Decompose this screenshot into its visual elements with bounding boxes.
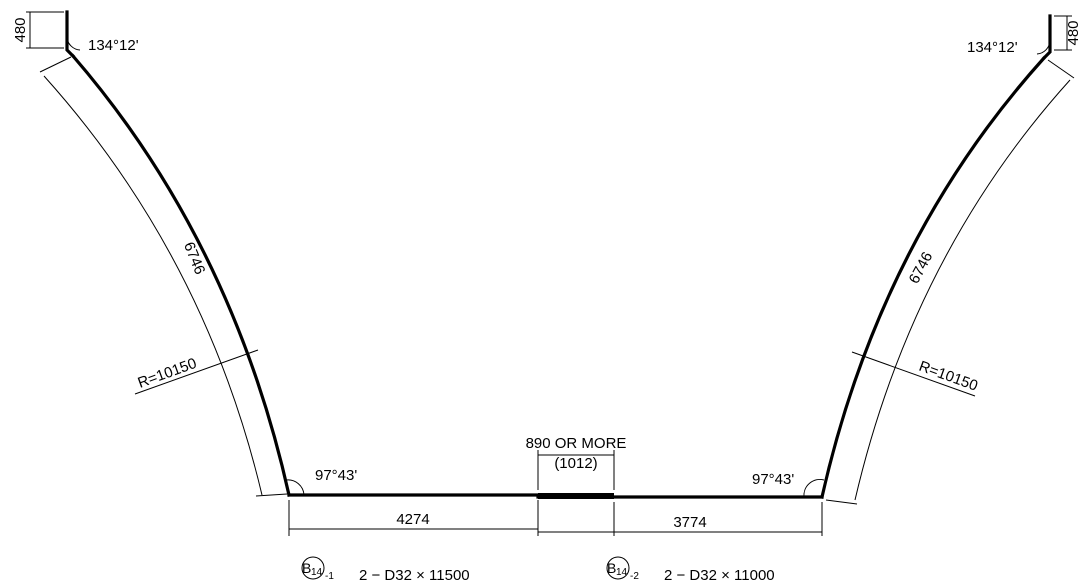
right-hook-bar	[1041, 14, 1052, 61]
arc-length-left: 6746	[180, 240, 208, 277]
angle-bottom-left: 97°43'	[315, 467, 357, 484]
bar-mark-1-subscript: 14	[311, 567, 323, 578]
bottom-left-length: 4274	[396, 511, 429, 528]
left-hook-bar	[65, 10, 76, 59]
hook-dim-right	[1054, 15, 1072, 51]
hook-dim-left	[26, 11, 64, 49]
angle-arc-top-left	[66, 37, 81, 51]
bottom-right-length: 3774	[673, 514, 706, 531]
arc-dim-right-tick-bottom	[825, 499, 858, 505]
right-curved-bar	[820, 55, 1047, 499]
arc-dim-right	[854, 79, 1071, 501]
bar-mark-1-letter: B	[302, 560, 311, 576]
angle-arc-top-right	[1036, 39, 1051, 55]
left-curved-bar	[70, 53, 291, 497]
radius-leader-right	[851, 351, 976, 397]
radius-right: R=10150	[917, 358, 980, 395]
bar-mark-1-spec: 2 − D32 × 11500	[359, 567, 470, 584]
bar-mark-2-subscript: 14	[616, 567, 628, 578]
angle-bottom-right: 97°43'	[752, 471, 794, 488]
lap-length-value: (1012)	[554, 455, 597, 472]
bar-mark-1-suffix: -1	[325, 571, 334, 582]
hook-length-right: 480	[1065, 20, 1081, 45]
bar-mark-2-spec: 2 − D32 × 11000	[664, 567, 775, 584]
bar-mark-1: B 14 -1 2 − D32 × 11500	[301, 556, 470, 584]
angle-top-right: 134°12'	[967, 39, 1018, 56]
hook-length-left: 480	[12, 17, 29, 42]
arc-dim-left-tick-top	[39, 56, 72, 73]
lap-length-label: 890 OR MORE	[526, 435, 627, 452]
bar-mark-2-suffix: -2	[630, 571, 639, 582]
radius-left: R=10150	[136, 355, 199, 392]
bar-mark-2: B 14 -2 2 − D32 × 11000	[606, 556, 775, 584]
bar-mark-2-letter: B	[607, 560, 616, 576]
radius-leader-left	[134, 349, 259, 395]
arc-dim-left	[43, 75, 263, 496]
bar-mark-1-bubble	[301, 556, 325, 580]
arc-dim-right-tick-top	[1047, 59, 1075, 79]
angle-top-left: 134°12'	[88, 37, 139, 54]
angle-arc-bottom-left	[285, 479, 305, 496]
angle-arc-bottom-right	[803, 479, 825, 498]
bar-mark-2-bubble	[606, 556, 630, 580]
arc-dim-left-tick-bottom	[255, 493, 288, 497]
